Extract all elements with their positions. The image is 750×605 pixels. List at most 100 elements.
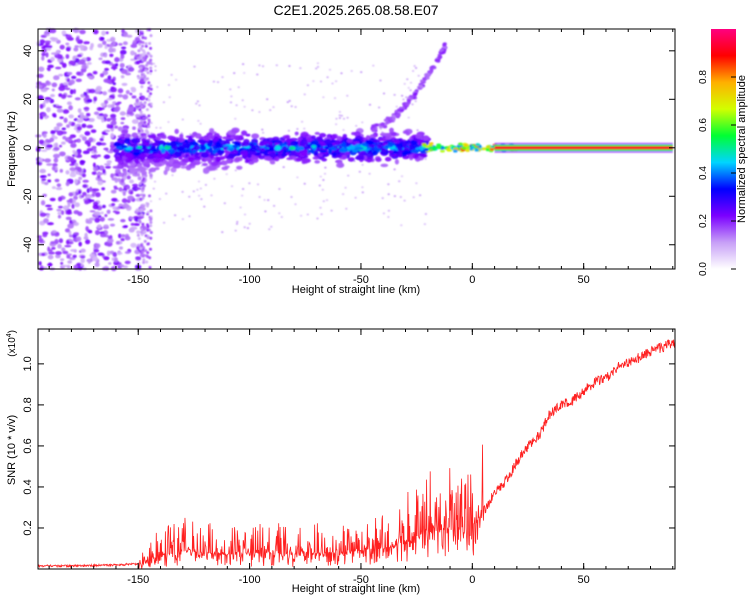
branch-blob (413, 92, 418, 96)
noise-blob (51, 166, 56, 171)
noise-blob (51, 246, 56, 250)
noise-blob (400, 224, 403, 227)
noise-blob (137, 124, 141, 127)
band-blob (353, 131, 361, 137)
band-blob (308, 149, 315, 153)
noise-blob (72, 55, 76, 61)
noise-blob (64, 228, 71, 233)
noise-blob (49, 28, 57, 34)
branch-blob (425, 76, 430, 80)
band-blob (330, 134, 337, 140)
noise-blob (65, 34, 72, 40)
band-blob (344, 152, 351, 156)
noise-blob (42, 233, 48, 238)
noise-blob (82, 179, 89, 183)
noise-blob (83, 97, 87, 102)
noise-blob (65, 170, 70, 175)
spectrogram-ylabel: Frequency (Hz) (6, 111, 18, 187)
noise-blob (137, 237, 141, 241)
noise-blob (223, 202, 226, 205)
band-blob (402, 130, 410, 134)
noise-blob (92, 204, 99, 210)
noise-blob (93, 29, 99, 35)
noise-blob (136, 56, 140, 60)
noise-blob (121, 28, 125, 34)
colorbar-tick-label: 0.6 (698, 118, 709, 132)
noise-blob (153, 180, 157, 183)
branch-blob (385, 120, 390, 124)
noise-blob (110, 113, 117, 119)
noise-blob (78, 241, 83, 247)
branch-blob (383, 125, 388, 129)
band-blob (422, 135, 430, 141)
noise-blob (69, 172, 77, 178)
spectrogram-ticks: -150 -100 -50 0 50 -40 -20 0 20 40 (22, 29, 675, 286)
noise-blob (141, 189, 145, 193)
noise-blob (150, 215, 153, 218)
band-blob (373, 147, 382, 151)
noise-blob (68, 105, 73, 111)
band-blob (422, 143, 427, 147)
band-blob (353, 141, 360, 144)
band-blob (341, 142, 347, 147)
branch-blob (441, 50, 446, 54)
noise-blob (55, 187, 63, 191)
noise-blob (130, 44, 138, 48)
noise-blob (143, 74, 147, 78)
branch-blob (371, 128, 376, 132)
noise-blob (124, 235, 131, 241)
noise-blob (51, 230, 57, 234)
noise-blob (411, 70, 415, 72)
noise-blob (325, 199, 329, 202)
noise-blob (50, 56, 55, 62)
noise-blob (50, 241, 55, 245)
noise-blob (126, 175, 131, 180)
noise-blob (393, 195, 397, 198)
band-blob (139, 153, 148, 159)
noise-blob (140, 78, 144, 82)
noise-blob (140, 204, 144, 208)
noise-blob (237, 86, 240, 89)
noise-blob (344, 186, 347, 189)
noise-blob (45, 52, 49, 58)
band-blob (140, 132, 147, 137)
band-blob (458, 142, 463, 146)
noise-blob (112, 41, 116, 46)
noise-blob (125, 89, 130, 95)
noise-blob (137, 215, 145, 219)
noise-blob (134, 113, 140, 118)
noise-blob (137, 243, 140, 247)
noise-blob (41, 178, 47, 181)
noise-blob (55, 66, 62, 70)
noise-blob (149, 84, 153, 88)
noise-blob (54, 142, 59, 148)
noise-blob (94, 217, 101, 223)
noise-blob (44, 115, 48, 120)
noise-blob (87, 61, 92, 65)
noise-blob (57, 243, 62, 249)
noise-blob (355, 124, 358, 127)
noise-blob (197, 180, 201, 183)
noise-blob (300, 120, 304, 123)
noise-blob (48, 251, 55, 255)
noise-blob (38, 157, 43, 163)
band-blob (124, 133, 131, 138)
noise-blob (60, 258, 65, 262)
noise-blob (338, 117, 342, 119)
band-blob (251, 138, 259, 144)
noise-blob (377, 106, 381, 109)
noise-blob (143, 36, 147, 40)
noise-blob (95, 85, 103, 92)
band-blob (380, 147, 387, 153)
noise-blob (104, 67, 110, 71)
noise-blob (413, 65, 416, 67)
band-blob (463, 143, 469, 147)
noise-blob (333, 97, 337, 100)
band-blob (152, 142, 159, 147)
noise-blob (282, 166, 285, 169)
noise-blob (234, 229, 237, 232)
noise-blob (90, 129, 97, 134)
noise-blob (111, 78, 115, 84)
noise-blob (398, 180, 401, 183)
